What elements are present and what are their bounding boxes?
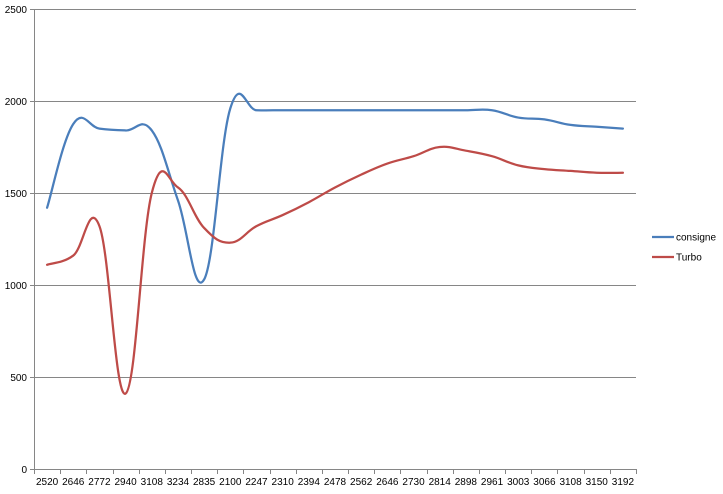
series-line-turbo [45,145,625,395]
x-tick-label-11: 2478 [324,477,347,488]
x-tick-label-12: 2562 [350,477,373,488]
legend-label-consigne: consigne [676,233,716,244]
axes [30,9,637,474]
x-tick-label-1: 2646 [62,477,85,488]
x-tick-label-13: 2646 [376,477,399,488]
series-lines [45,92,625,395]
x-tick-label-19: 3066 [533,477,556,488]
x-tick-label-18: 3003 [507,477,530,488]
x-tick-label-21: 3150 [586,477,609,488]
x-tick-label-2: 2772 [88,477,111,488]
x-tick-label-8: 2247 [245,477,268,488]
x-tick-labels: 2520 2646 2772 2940 3108 3234 2835 2100 2247 2310… [36,477,635,488]
y-tick-label-0: 0 [21,465,27,476]
y-tick-label-500: 500 [10,373,27,384]
x-tick-label-20: 3108 [559,477,582,488]
legend-label-turbo: Turbo [676,253,702,264]
x-tick-label-17: 2961 [481,477,504,488]
x-tick-label-14: 2730 [402,477,425,488]
x-tick-label-0: 2520 [36,477,59,488]
x-tick-label-10: 2394 [298,477,321,488]
x-tick-label-7: 2100 [219,477,242,488]
y-tick-label-2500: 2500 [5,5,28,16]
legend: consigne Turbo [652,233,716,264]
x-tick-label-15: 2814 [429,477,452,488]
x-tick-label-9: 2310 [272,477,295,488]
y-tick-label-2000: 2000 [5,97,28,108]
series-line-consigne [45,92,625,284]
y-tick-label-1000: 1000 [5,281,28,292]
x-tick-label-6: 2835 [193,477,216,488]
x-tick-label-4: 3108 [141,477,164,488]
gridlines [34,9,636,378]
x-tick-label-16: 2898 [455,477,478,488]
x-tick-label-22: 3192 [612,477,635,488]
y-tick-labels: 0 500 1000 1500 2000 2500 [5,5,28,476]
x-tick-label-3: 2940 [114,477,137,488]
x-tick-label-5: 3234 [167,477,190,488]
y-tick-label-1500: 1500 [5,189,28,200]
